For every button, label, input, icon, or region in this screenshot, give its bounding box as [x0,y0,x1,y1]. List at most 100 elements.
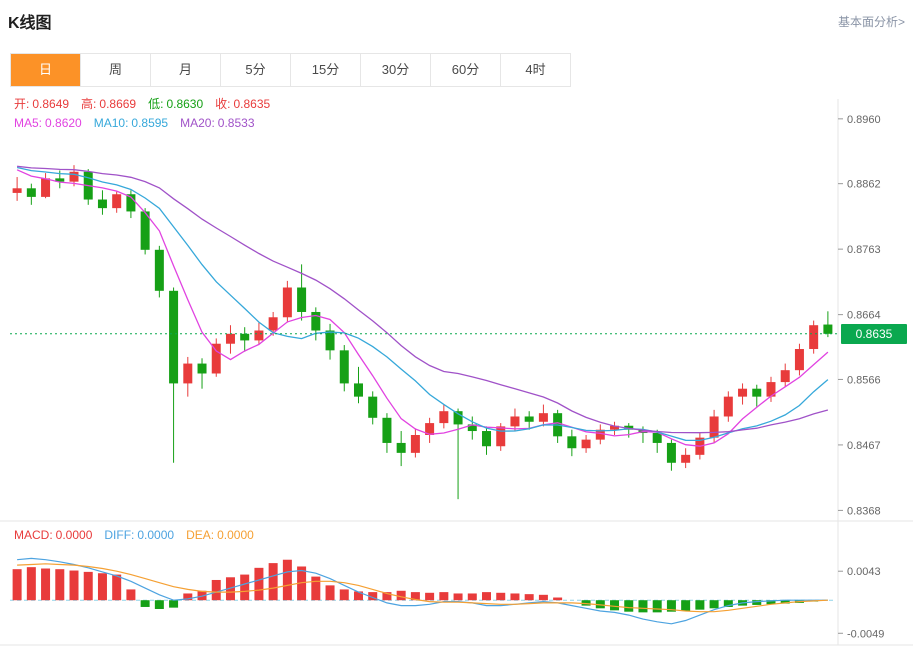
macd-bar [55,569,65,601]
macd-legend-item: DEA: 0.0000 [186,528,254,542]
macd-bar [325,585,335,601]
tab-m30[interactable]: 30分 [361,54,431,86]
candle-body [666,442,676,463]
tab-m5[interactable]: 5分 [221,54,291,86]
y-tick-label: 0.8664 [847,310,881,322]
candle-body [794,349,804,371]
macd-bar [581,600,591,606]
candle-body [524,416,534,422]
macd-bar [311,576,321,601]
ohlc-legend-item: 低: 0.8630 [148,97,203,111]
tab-week[interactable]: 周 [81,54,151,86]
macd-bar [553,597,563,601]
fundamental-analysis-link[interactable]: 基本面分析> [837,14,905,29]
current-price-tag: 0.8635 [841,323,907,344]
macd-bar [268,563,278,601]
diff-line [17,557,828,625]
macd-tick-label: -0.0049 [847,628,884,640]
y-tick-label: 0.8763 [847,244,881,256]
page-header: K线图 基本面分析> [0,0,913,33]
macd-bar [752,600,762,605]
candle-body [510,416,520,427]
macd-tick-label: 0.0043 [847,566,881,578]
ohlc-legend-item: 高: 0.8669 [81,97,136,111]
macd-bar [211,579,221,601]
legend-value: 0.0000 [137,528,175,542]
macd-bar [624,600,634,612]
macd-bar [282,559,292,601]
candle-body [567,436,577,449]
legend-value: 0.8630 [166,97,204,111]
macd-legend-item: DIFF: 0.0000 [104,528,174,542]
candle-body [55,178,65,182]
macd-bar [439,592,449,601]
macd-bar [297,566,307,601]
period-tabbar: 日周月 5分 15分 30分 60分 4时 [10,53,571,87]
candle-body [12,188,22,193]
y-tick-label: 0.8862 [847,179,881,191]
candle-body [681,454,691,463]
macd-bar [254,567,264,601]
chart-area: 0.8960 0.8862 0.8763 0.8664 0.8566 0.8467 0.83… [0,91,913,647]
macd-bar [339,589,349,601]
candle-body [325,330,335,351]
candle-body [254,330,264,341]
candle-body [766,382,776,397]
legend-label: 收: [215,97,231,111]
candle-body [41,178,51,197]
macd-bar [723,600,733,607]
candle-body [311,311,321,331]
macd-bar [83,571,93,601]
candle-body [595,429,605,440]
candle-body [154,249,164,291]
macd-bar [610,600,620,611]
candle-body [467,424,477,432]
legend-value: 0.8533 [217,116,255,130]
dea-line [17,563,828,613]
page-title: K线图 [8,15,52,32]
legend-label: MA10: [93,116,129,130]
candlestick-macd-chart: 0.8960 0.8862 0.8763 0.8664 0.8566 0.8467 0.83… [0,99,913,646]
candle-body [809,325,819,350]
legend-label: 高: [81,97,97,111]
y-tick-label: 0.8960 [847,114,881,126]
macd-bar [695,600,705,610]
macd-bar [510,593,520,601]
candle-body [183,363,193,384]
macd-bar [26,567,36,601]
candle-body [353,383,363,397]
tab-month[interactable]: 月 [151,54,221,86]
candle-body [26,188,36,197]
candle-body [240,333,250,341]
macd-bar [240,574,250,601]
macd-bar [638,600,648,613]
candle-body [339,350,349,384]
tab-m15[interactable]: 15分 [291,54,361,86]
macd-bar [766,600,776,605]
candle-body [140,211,150,250]
tab-h4[interactable]: 4时 [501,54,570,86]
candle-body [126,194,136,212]
candle-body [780,370,790,383]
macd-bar [595,600,605,609]
legend-value: 0.8649 [32,97,70,111]
ohlc-legend-item: 开: 0.8649 [14,97,69,111]
ohlc-legend-item: 收: 0.8635 [215,97,270,111]
tab-m60[interactable]: 60分 [431,54,501,86]
candle-body [297,287,307,312]
macd-bar [496,592,506,601]
ma-legend-item: MA10: 0.8595 [94,116,168,130]
macd-bar [410,592,420,601]
macd-bar [396,590,406,601]
macd-bar [453,593,463,601]
macd-bar [225,577,235,601]
candle-body [723,396,733,417]
macd-bar [652,600,662,613]
macd-bar [97,573,107,601]
ma-legend-item: MA5: 0.8620 [14,116,82,130]
ma5-line [16,169,829,447]
candle-body [738,388,748,397]
macd-bar [524,594,534,601]
tab-day[interactable]: 日 [11,54,81,86]
